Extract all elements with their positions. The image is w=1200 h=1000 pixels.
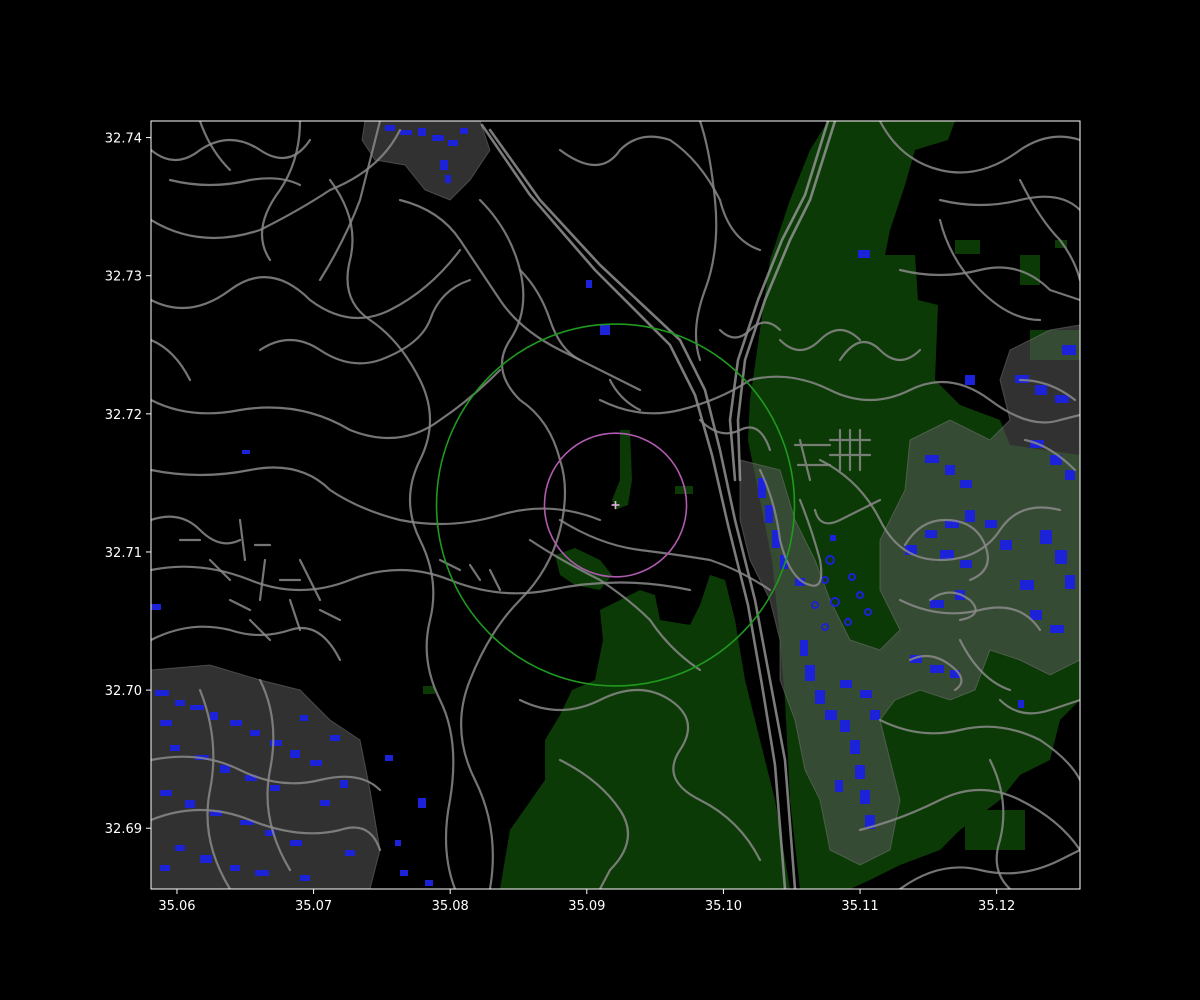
center-point-marker — [611, 501, 620, 509]
y-tick-label: 32.70 — [105, 684, 142, 699]
y-tick-label: 32.72 — [105, 408, 142, 423]
axes-frame — [150, 120, 1081, 890]
buffer-east-cluster — [739, 324, 1080, 866]
outer-range-circle — [435, 323, 796, 687]
highway-north-south — [488, 128, 797, 889]
y-tick-label: 32.71 — [105, 546, 142, 561]
roads-layer — [151, 121, 1080, 889]
highway-east — [736, 121, 837, 482]
y-tick-label: 32.74 — [105, 132, 142, 147]
small-ring-buildings — [811, 555, 872, 631]
buildings-southwest — [155, 690, 355, 881]
x-tick-label: 35.12 — [978, 899, 1015, 914]
x-tick-label: 35.09 — [568, 899, 605, 914]
range-overlay — [435, 323, 796, 687]
x-tick-label: 35.11 — [841, 899, 878, 914]
y-tick-label: 32.69 — [105, 822, 142, 837]
buildings-east — [151, 250, 1076, 886]
inner-range-circle — [543, 432, 688, 578]
x-tick-label: 35.07 — [295, 899, 332, 914]
y-tick-label: 32.73 — [105, 270, 142, 285]
x-tick-label: 35.08 — [432, 899, 469, 914]
x-tick-label: 35.10 — [705, 899, 742, 914]
buildings-layer — [151, 125, 1076, 886]
vegetation-area-center-strip — [612, 430, 632, 510]
map-plot-area[interactable] — [151, 121, 1080, 889]
buildings-north — [385, 125, 468, 183]
x-tick-label: 35.06 — [158, 899, 195, 914]
y-axis: 32.69 32.70 32.71 32.72 32.73 32.74 — [105, 132, 151, 837]
x-axis: 35.06 35.07 35.08 35.09 35.10 35.11 35.12 — [158, 889, 1015, 914]
